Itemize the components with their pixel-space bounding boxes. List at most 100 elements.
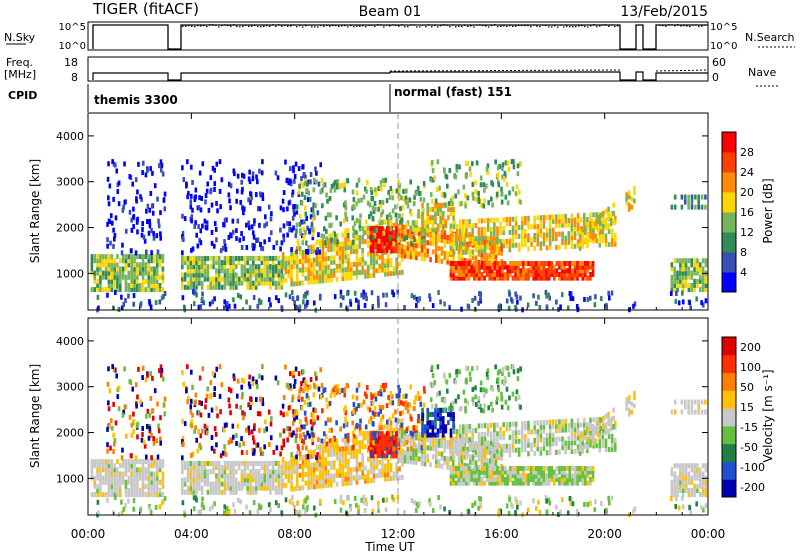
velocity-cell [491, 466, 495, 472]
velocity-cell [233, 376, 236, 382]
power-cell [354, 230, 357, 236]
power-cell [361, 239, 364, 245]
power-cell [113, 282, 116, 288]
power-cell [263, 260, 267, 266]
nsky-tick-bottom: 10^0 [59, 41, 86, 52]
power-cell [110, 278, 114, 284]
power-cell [140, 196, 143, 202]
power-cell [298, 267, 302, 273]
power-cell [269, 264, 272, 270]
velocity-cell [480, 423, 484, 429]
power-cell [366, 200, 370, 206]
velocity-cell [483, 473, 486, 479]
velocity-cell [341, 472, 345, 478]
beam-label: Beam 01 [359, 4, 422, 20]
power-cell [542, 241, 546, 247]
velocity-cell [127, 467, 131, 473]
power-cell [127, 282, 131, 288]
velocity-cell [252, 489, 255, 495]
power-cell [444, 223, 448, 229]
velocity-cell [104, 467, 108, 473]
velocity-cell [673, 463, 676, 469]
velocity-cell [524, 476, 528, 482]
velocity-cell [355, 457, 359, 463]
power-cell [297, 166, 301, 172]
power-cell [446, 234, 449, 240]
power-cell [158, 258, 162, 264]
nsky-sample [320, 24, 322, 27]
velocity-cell [229, 489, 232, 495]
power-cell [511, 298, 514, 304]
power-cell [220, 177, 224, 183]
velocity-cell [693, 487, 696, 493]
velocity-cell [478, 469, 481, 475]
velocity-cell [545, 465, 548, 471]
velocity-cell [434, 442, 438, 448]
velocity-cell [246, 481, 249, 487]
power-cell [451, 239, 455, 245]
velocity-cell [681, 471, 685, 477]
power-cell [306, 225, 309, 231]
power-cell [698, 266, 702, 272]
power-cell [697, 204, 701, 210]
power-cell [514, 291, 517, 297]
power-cell [675, 291, 678, 297]
velocity-cell [367, 430, 370, 436]
power-cell [249, 199, 252, 205]
power-cell [423, 227, 427, 233]
velocity-cell [307, 467, 310, 473]
velocity-cell [110, 463, 114, 469]
velocity-cell [477, 440, 481, 446]
power-cell [352, 196, 356, 202]
power-cell [403, 228, 407, 234]
power-cell [255, 237, 258, 243]
velocity-cell [321, 483, 325, 489]
power-cell [333, 239, 337, 245]
velocity-cell [681, 463, 685, 469]
velocity-cell [347, 476, 350, 482]
power-cell [426, 248, 430, 254]
power-cell [576, 239, 580, 245]
power-cell [545, 245, 549, 251]
velocity-cell [159, 364, 163, 370]
power-cell [506, 275, 510, 281]
velocity-cell [127, 463, 131, 469]
power-cell [415, 296, 419, 302]
power-cell [700, 300, 703, 306]
velocity-cell [147, 492, 151, 498]
power-cell [558, 275, 561, 281]
power-cell [99, 266, 102, 272]
power-cell [289, 166, 292, 172]
velocity-cell [338, 468, 342, 474]
power-cell [313, 214, 316, 220]
power-cell [491, 271, 494, 277]
velocity-cell [249, 489, 252, 495]
power-cell [96, 278, 99, 284]
velocity-cell [701, 471, 705, 477]
velocity-cell [694, 409, 697, 415]
velocity-cell [229, 481, 232, 487]
velocity-cell [591, 465, 595, 471]
velocity-cell [324, 478, 327, 484]
velocity-cell [455, 433, 459, 439]
velocity-cell [417, 439, 421, 445]
power-cell [381, 226, 384, 232]
power-cell [511, 260, 515, 266]
power-cell [627, 190, 631, 196]
power-cell [197, 205, 201, 211]
velocity-cell [364, 465, 367, 471]
power-cell [415, 230, 418, 236]
power-cell [246, 272, 249, 278]
power-cell [388, 236, 392, 242]
velocity-cell [586, 428, 590, 434]
power-cell [392, 237, 396, 243]
nsky-sample [254, 24, 256, 26]
velocity-cell [451, 440, 455, 446]
power-cell [386, 258, 390, 264]
velocity-cell [558, 427, 561, 433]
power-cell [470, 268, 473, 274]
power-cell [330, 268, 333, 274]
power-cell [437, 237, 441, 243]
power-cell [313, 261, 316, 267]
power-cell [113, 278, 116, 284]
